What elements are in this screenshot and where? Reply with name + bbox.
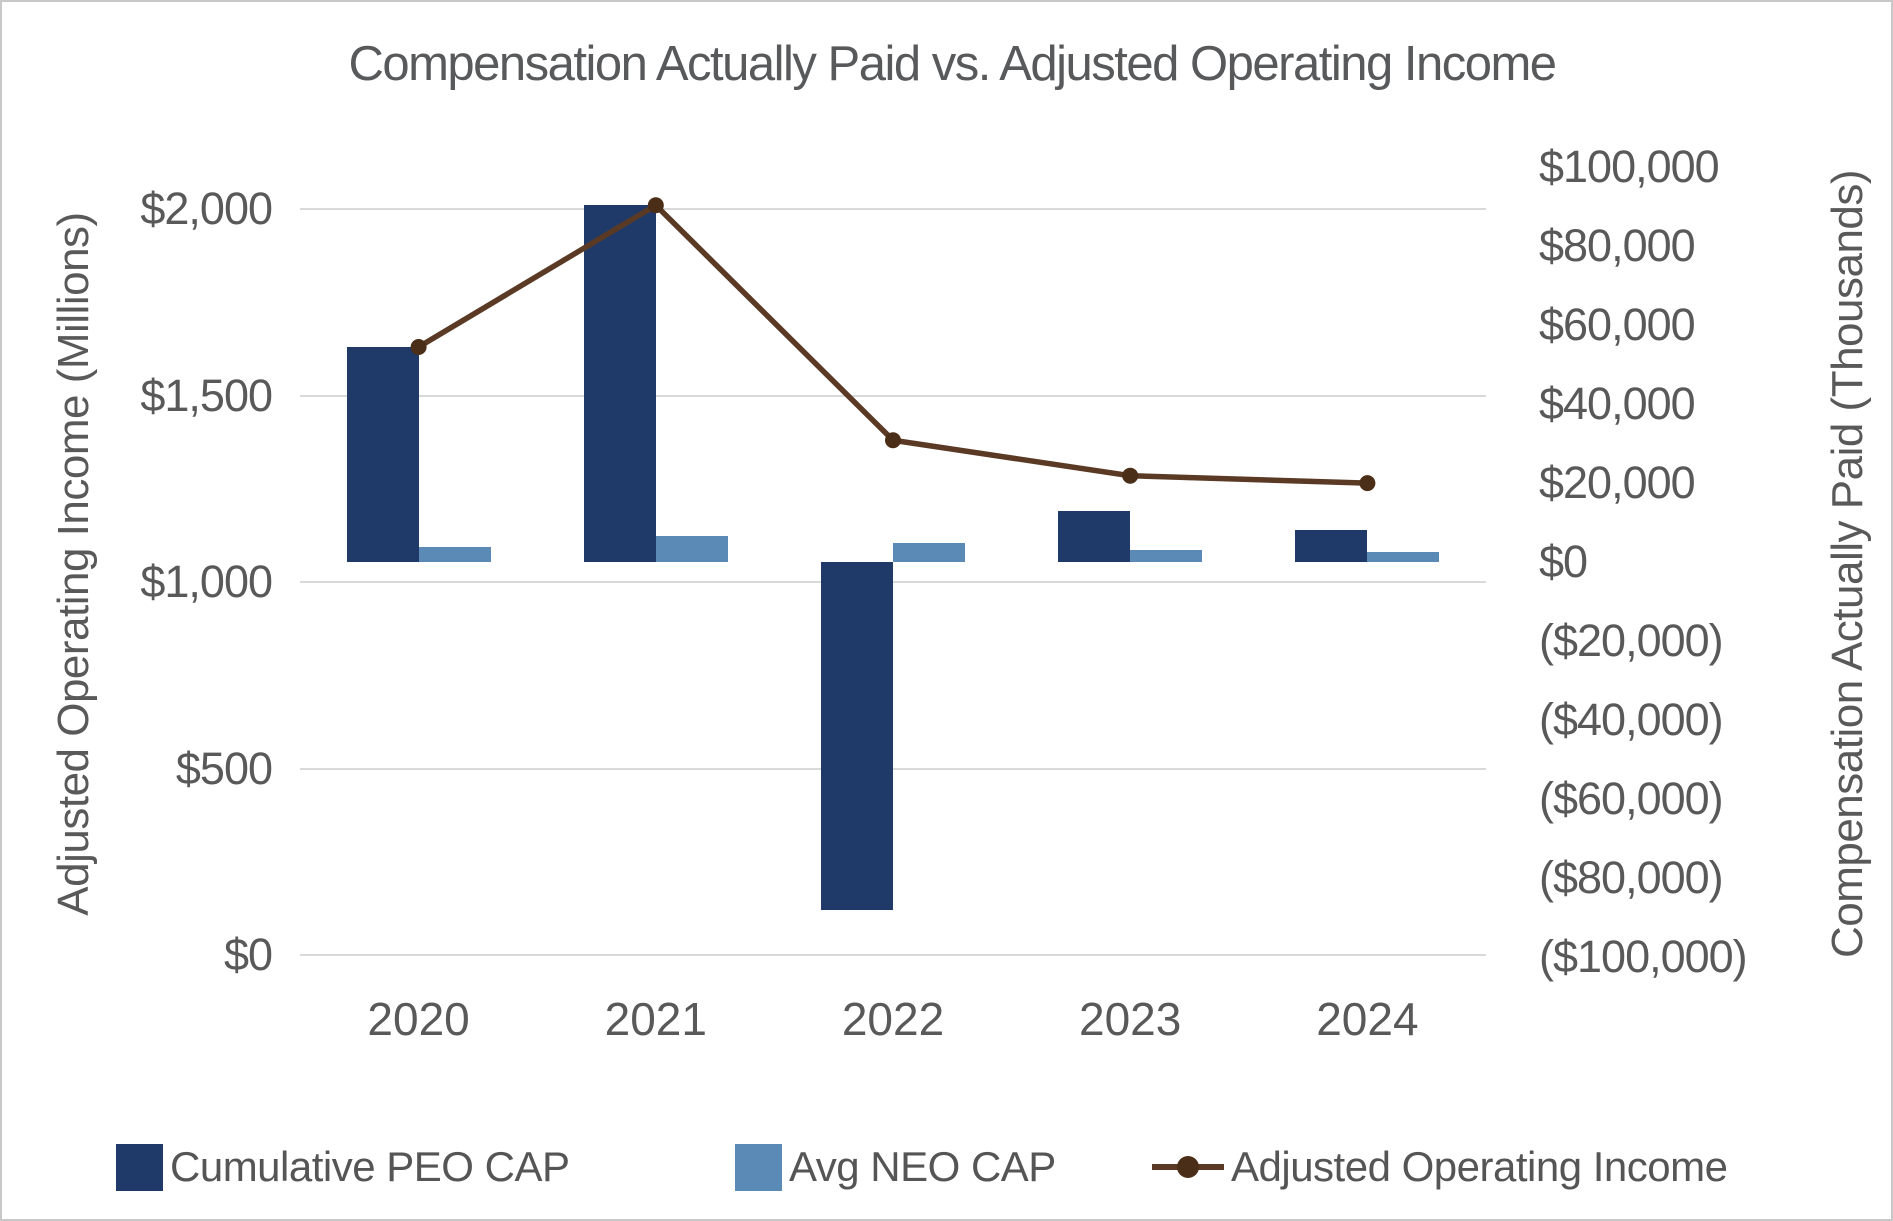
gridline (300, 394, 1486, 397)
gridline (300, 954, 1486, 956)
left-axis-tick-label: $0 (223, 929, 273, 980)
bar-cumulative-peo-cap-2024 (1295, 529, 1368, 562)
bar-avg-neo-cap-2023 (1130, 549, 1203, 562)
gridline (300, 581, 1486, 583)
bar-avg-neo-cap-2024 (1367, 552, 1440, 562)
right-axis-tick-label: ($80,000) (1539, 852, 1724, 903)
aoi-point-2024 (1359, 475, 1376, 492)
legend: Cumulative PEO CAP Avg NEO CAP Adjusted … (2, 1138, 1891, 1196)
right-axis-tick-label: $80,000 (1539, 220, 1696, 271)
left-axis-title: Adjusted Operating Income (Millions) (49, 212, 98, 916)
aoi-point-2021 (647, 197, 664, 214)
legend-item-adjusted-operating-income: Adjusted Operating Income (1152, 1138, 1728, 1196)
bar-avg-neo-cap-2021 (655, 536, 728, 562)
x-category-label: 2023 (1079, 993, 1182, 1045)
bar-cumulative-peo-cap-2023 (1058, 510, 1131, 562)
right-axis-tick-label: ($100,000) (1539, 931, 1748, 982)
bar-cumulative-peo-cap-2022 (821, 562, 893, 910)
adjusted-operating-income-line (410, 197, 1376, 492)
aoi-point-2020 (410, 339, 427, 356)
chart-title: Compensation Actually Paid vs. Adjusted … (348, 37, 1557, 91)
x-category-label: 2022 (841, 993, 945, 1045)
left-axis-tick-label: $1,000 (140, 556, 273, 607)
right-axis-tick-label: ($20,000) (1539, 615, 1724, 666)
bar-avg-neo-cap-2020 (418, 547, 491, 562)
bar-cumulative-peo-cap-2021 (583, 205, 656, 562)
x-category-label: 2024 (1316, 993, 1419, 1045)
left-axis-tick-label: $500 (175, 742, 273, 794)
legend-item-cumulative-peo-cap: Cumulative PEO CAP (116, 1138, 570, 1196)
right-axis-title: Compensation Actually Paid (Thousands) (1823, 169, 1872, 959)
left-axis-tick-label: $2,000 (140, 183, 273, 234)
bar-avg-neo-cap-2022 (893, 543, 965, 562)
right-axis-tick-label: $100,000 (1539, 141, 1720, 192)
x-category-label: 2021 (604, 993, 707, 1045)
line-dot-marker-icon (1152, 1144, 1224, 1191)
bar-cumulative-peo-cap-2020 (346, 346, 419, 562)
right-axis-tick-label: $40,000 (1539, 378, 1696, 429)
right-axis-tick-label: ($60,000) (1539, 773, 1724, 824)
aoi-point-2022 (885, 432, 901, 449)
right-axis-tick-label: $20,000 (1539, 457, 1696, 508)
legend-label: Cumulative PEO CAP (170, 1143, 570, 1190)
aoi-point-2023 (1122, 467, 1139, 484)
x-category-label: 2020 (367, 993, 470, 1045)
left-axis-tick-label: $1,500 (140, 369, 273, 421)
right-axis-tick-label: $60,000 (1539, 299, 1696, 350)
legend-label: Avg NEO CAP (789, 1143, 1056, 1190)
gridline (300, 767, 1486, 770)
neo-cap-swatch-icon (735, 1143, 782, 1191)
peo-cap-swatch-icon (116, 1143, 163, 1191)
right-axis-tick-label: $0 (1539, 536, 1588, 587)
right-axis-tick-label: ($40,000) (1539, 694, 1724, 745)
legend-label: Adjusted Operating Income (1231, 1143, 1728, 1190)
gridline (300, 208, 1486, 210)
legend-item-avg-neo-cap: Avg NEO CAP (735, 1138, 1056, 1196)
